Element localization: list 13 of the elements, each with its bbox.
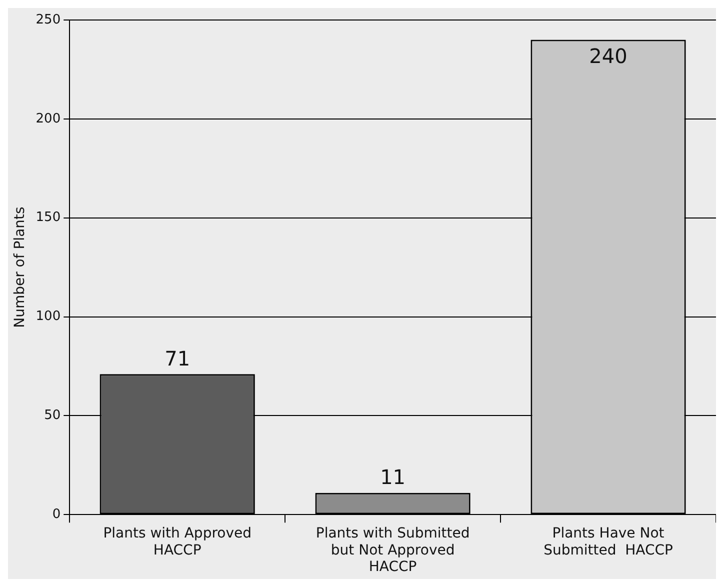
data-label: 240 — [589, 44, 628, 68]
data-label: 71 — [164, 346, 190, 370]
y-tick-label: 100 — [36, 309, 61, 324]
x-tick-label: Plants Have Not Submitted HACCP — [544, 526, 673, 558]
x-tick-label: Plants with Approved HACCP — [103, 526, 252, 558]
y-tick-label: 50 — [44, 408, 61, 424]
x-tick-label: Plants with Submitted but Not Approved HACCP — [316, 526, 470, 576]
y-tick-label: 0 — [52, 506, 61, 522]
y-tick-label: 250 — [36, 12, 61, 28]
y-axis-title: Number of Plants — [12, 206, 28, 328]
y-tick-label: 150 — [36, 210, 61, 226]
y-tick-label: 200 — [36, 111, 61, 126]
data-label: 11 — [380, 465, 406, 490]
